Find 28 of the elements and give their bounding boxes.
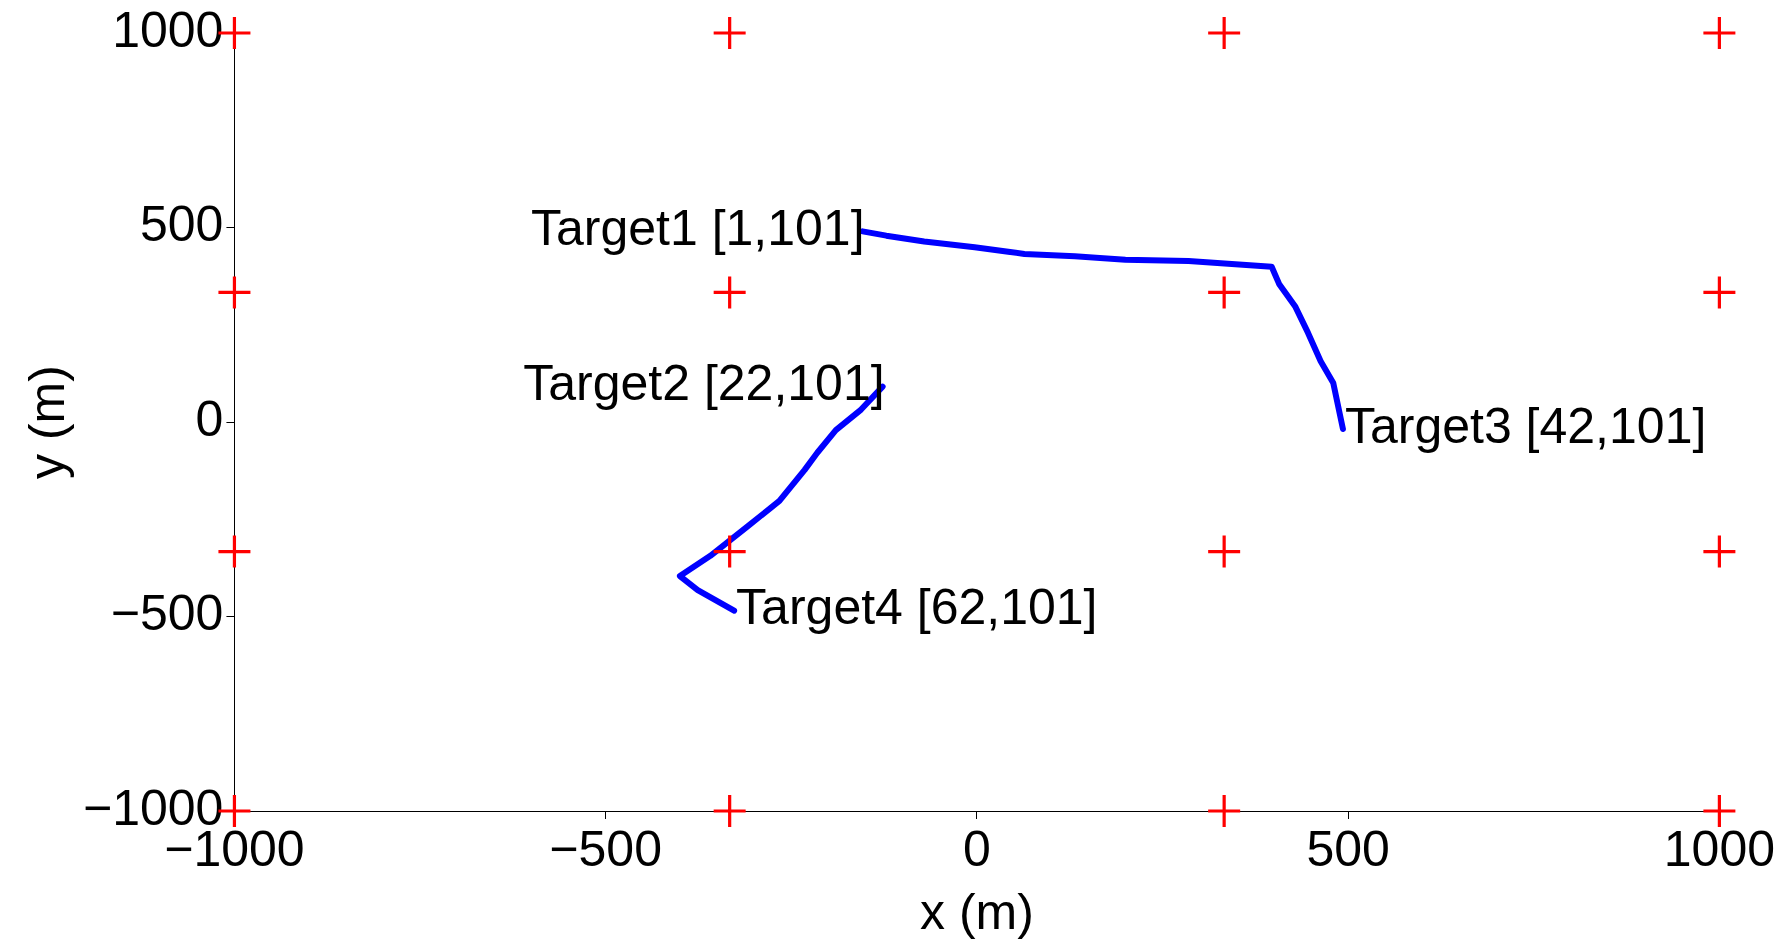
y-tick-label: −500 — [110, 585, 224, 642]
x-tick-label: 500 — [1306, 820, 1390, 877]
point — [1703, 535, 1736, 568]
point — [713, 795, 746, 827]
y-tick-label: 1000 — [112, 1, 224, 58]
point — [218, 276, 251, 309]
point — [1703, 276, 1736, 309]
point — [713, 276, 746, 309]
y-tick-label: 500 — [139, 196, 224, 253]
y-axis-title: y (m) — [18, 365, 75, 479]
point — [1208, 535, 1241, 568]
annotation: Target4 [62,101] — [736, 579, 1098, 636]
annotation: Target2 [22,101] — [523, 355, 885, 412]
point — [1208, 276, 1241, 309]
point — [713, 535, 746, 568]
x-tick-label: 1000 — [1663, 820, 1775, 877]
point — [218, 535, 251, 568]
point — [1703, 17, 1736, 49]
y-tick-label: 0 — [195, 390, 224, 447]
point — [1208, 17, 1241, 49]
annotation: Target1 [1,101] — [530, 200, 865, 257]
point — [1208, 795, 1241, 827]
x-tick-label: −500 — [549, 820, 662, 877]
point — [713, 17, 746, 49]
x-axis-title: x (m) — [919, 883, 1034, 940]
point — [1703, 795, 1736, 827]
x-tick-label: 0 — [963, 820, 991, 877]
annotation: Target3 [42,101] — [1344, 397, 1707, 454]
